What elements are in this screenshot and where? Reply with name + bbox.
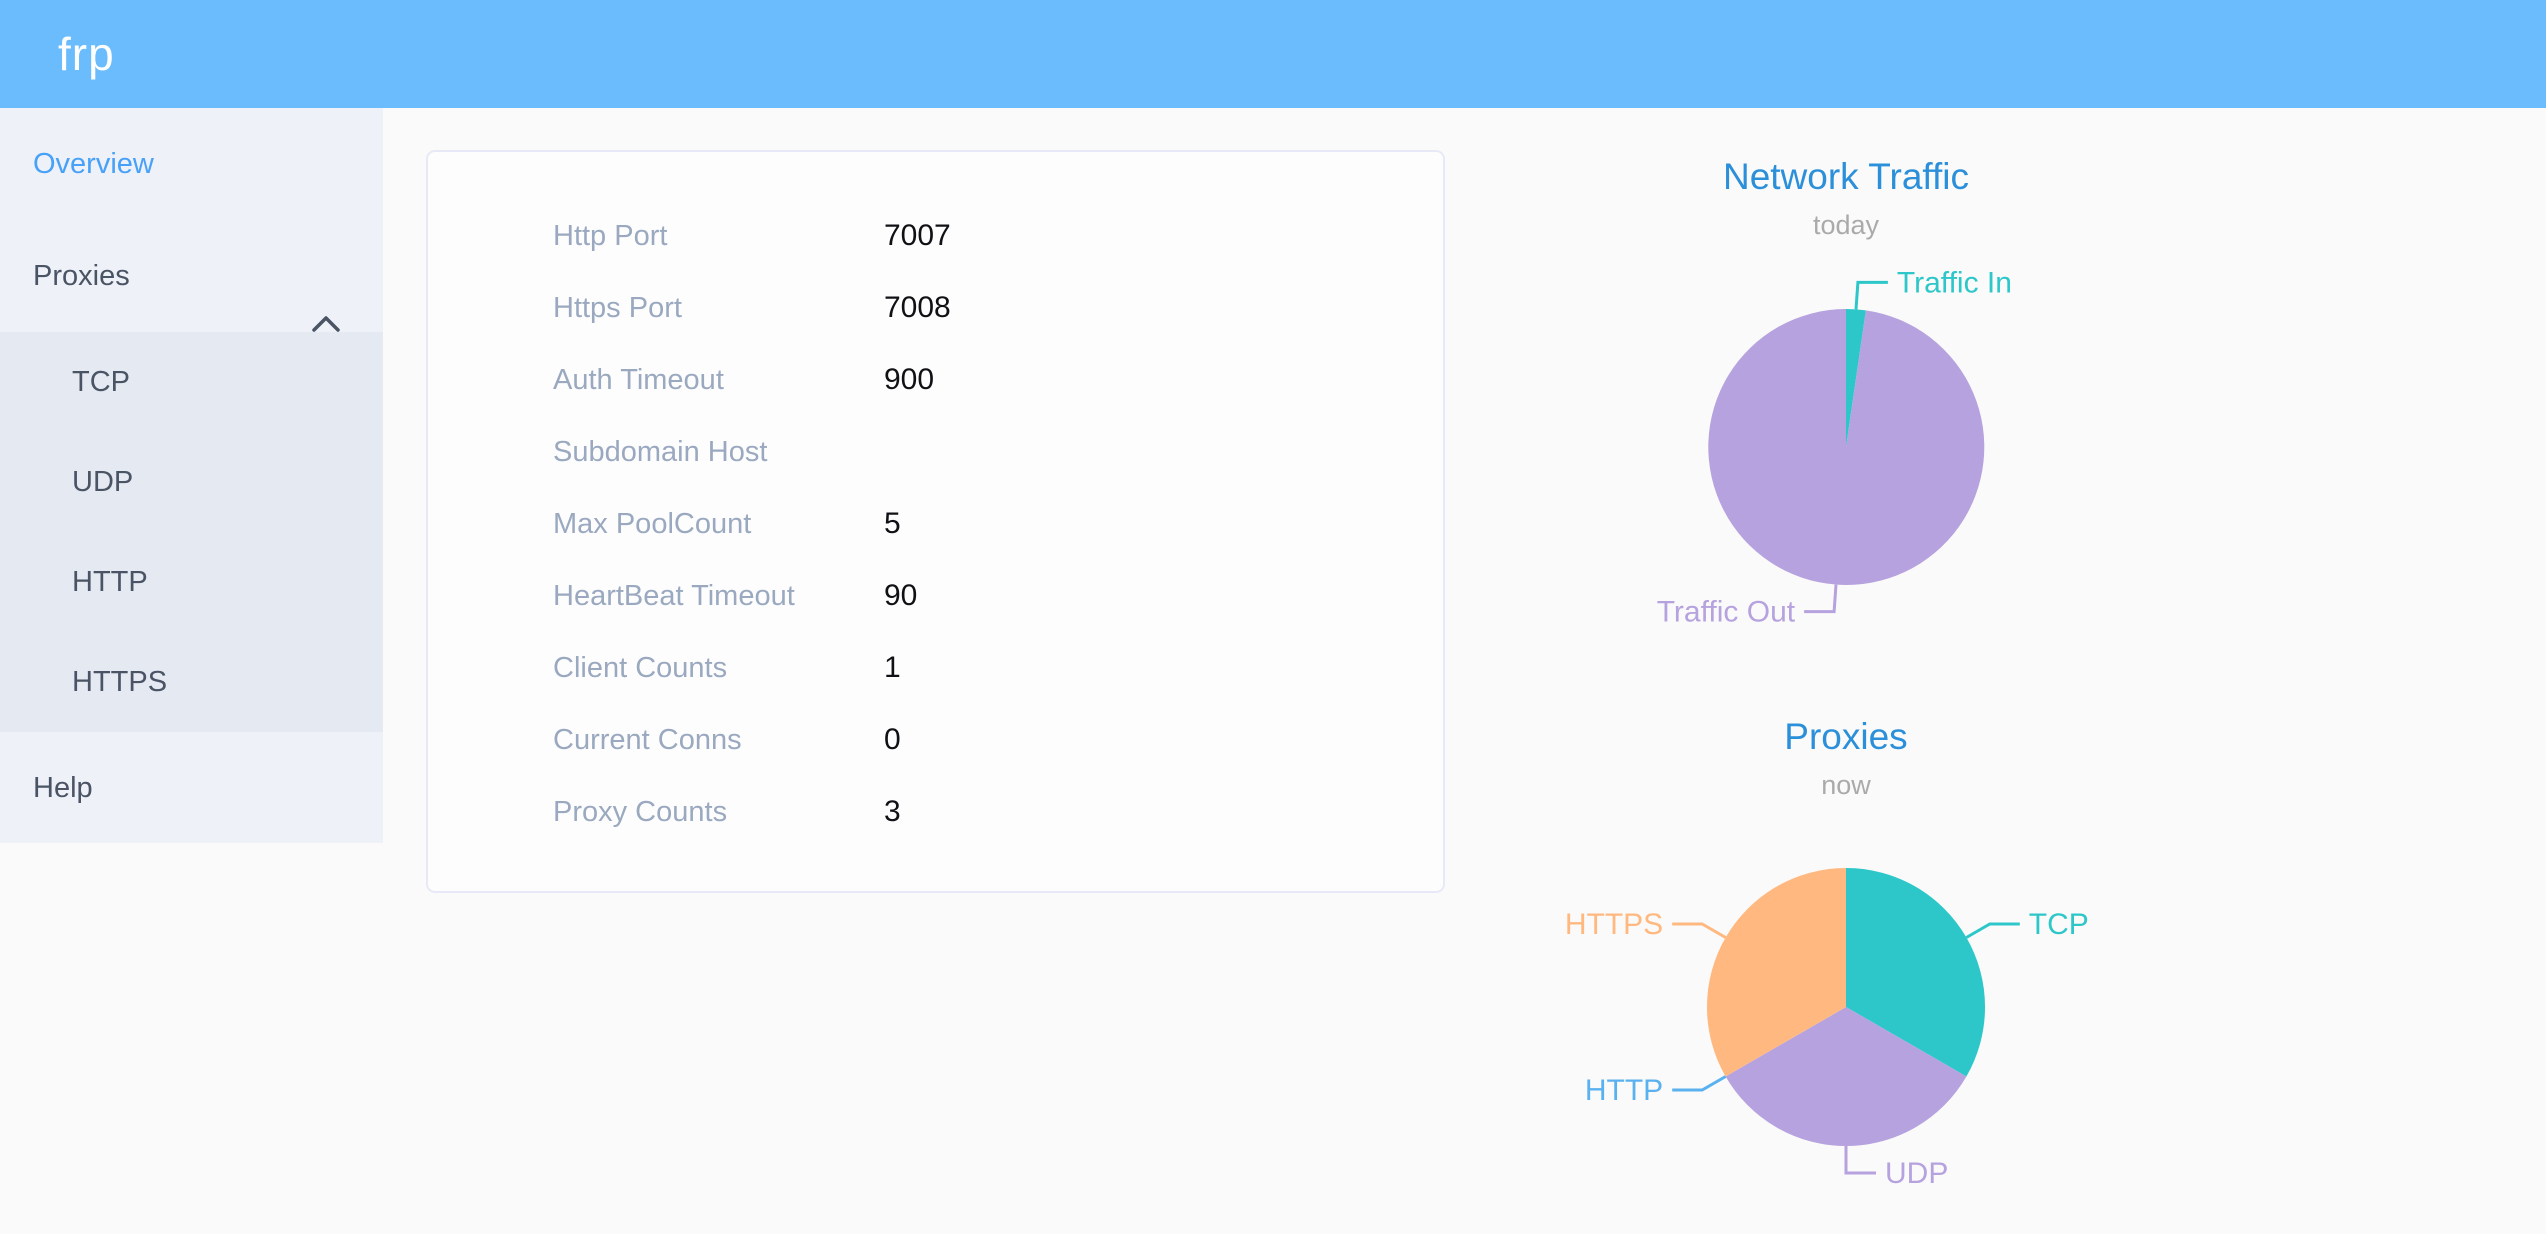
config-value: 0 xyxy=(884,723,901,756)
config-row-subdomain-host: Subdomain Host xyxy=(428,416,1443,488)
sidebar-item-http[interactable]: HTTP xyxy=(0,532,383,632)
config-value: 1 xyxy=(884,651,901,684)
config-label: Max PoolCount xyxy=(553,507,752,540)
proxies-pie: TCP UDP HTTP HTTPS xyxy=(1565,868,2089,1190)
pie-slice-udp[interactable] xyxy=(1725,1007,1967,1147)
config-row-max-poolcount: Max PoolCount 5 xyxy=(428,488,1443,560)
pie-label-udp: UDP xyxy=(1885,1157,1948,1190)
pie-leader-traffic-out xyxy=(1804,584,1838,614)
config-value: 3 xyxy=(884,795,901,828)
sidebar-item-http-label: HTTP xyxy=(72,566,148,598)
sidebar-item-udp-label: UDP xyxy=(72,466,134,498)
app-header: frp xyxy=(0,0,2546,108)
config-value: 5 xyxy=(884,507,901,540)
sidebar-item-tcp[interactable]: TCP xyxy=(0,332,383,432)
sidebar: Overview Proxies TCP UDP HTTP HTTPS Help xyxy=(0,108,383,843)
app-logo: frp xyxy=(58,28,115,80)
config-label: Https Port xyxy=(553,291,682,324)
pie-slice-tcp[interactable] xyxy=(1846,868,1986,1077)
config-value: 7007 xyxy=(884,219,951,252)
chevron-up-icon xyxy=(311,268,341,380)
config-row-current-conns: Current Conns 0 xyxy=(428,704,1443,776)
network-traffic-title: Network Traffic xyxy=(1722,156,1970,197)
proxies-title: Proxies xyxy=(1784,716,1908,757)
pie-slice-traffic-in[interactable] xyxy=(1846,308,1866,447)
sidebar-item-https-label: HTTPS xyxy=(72,666,168,698)
sidebar-item-overview-label: Overview xyxy=(33,148,154,180)
config-row-heartbeat-timeout: HeartBeat Timeout 90 xyxy=(428,560,1443,632)
pie-label-traffic-out: Traffic Out xyxy=(1657,596,1796,629)
pie-slice-https[interactable] xyxy=(1706,868,1846,1077)
config-row-client-counts: Client Counts 1 xyxy=(428,632,1443,704)
config-label: Http Port xyxy=(553,219,668,252)
network-traffic-subtitle: today xyxy=(1812,210,1880,240)
pie-leader-tcp xyxy=(1965,922,2020,939)
pie-label-traffic-in: Traffic In xyxy=(1897,266,2012,299)
config-value: 90 xyxy=(884,579,918,612)
config-label: HeartBeat Timeout xyxy=(553,579,795,612)
network-traffic-chart: Traffic In Traffic Out Network Traffic to… xyxy=(1526,150,2166,670)
config-label: Proxy Counts xyxy=(553,795,728,828)
config-row-proxy-counts: Proxy Counts 3 xyxy=(428,776,1443,848)
sidebar-item-udp[interactable]: UDP xyxy=(0,432,383,532)
config-value: 7008 xyxy=(884,291,951,324)
proxies-chart: TCP UDP HTTP HTTPS Proxies now xyxy=(1526,700,2166,1234)
config-label: Subdomain Host xyxy=(553,435,768,468)
config-row-https-port: Https Port 7008 xyxy=(428,272,1443,344)
sidebar-submenu-proxies: TCP UDP HTTP HTTPS xyxy=(0,332,383,732)
config-value: 900 xyxy=(884,363,935,396)
config-label: Current Conns xyxy=(553,723,742,756)
config-row-auth-timeout: Auth Timeout 900 xyxy=(428,344,1443,416)
sidebar-item-overview[interactable]: Overview xyxy=(0,108,383,220)
pie-leader-http xyxy=(1672,1075,1727,1092)
pie-leader-traffic-in xyxy=(1854,280,1888,310)
pie-label-http: HTTP xyxy=(1585,1074,1663,1107)
network-traffic-pie: Traffic In Traffic Out xyxy=(1657,266,2012,629)
sidebar-item-help-label: Help xyxy=(33,772,93,804)
sidebar-item-proxies[interactable]: Proxies xyxy=(0,220,383,332)
pie-label-https: HTTPS xyxy=(1565,908,1663,941)
sidebar-item-proxies-label: Proxies xyxy=(33,260,130,292)
sidebar-item-tcp-label: TCP xyxy=(72,366,130,398)
sidebar-item-https[interactable]: HTTPS xyxy=(0,632,383,732)
config-row-http-port: Http Port 7007 xyxy=(428,200,1443,272)
pie-label-tcp: TCP xyxy=(2029,908,2089,941)
proxies-subtitle: now xyxy=(1821,770,1871,800)
pie-slice-traffic-out[interactable] xyxy=(1708,309,1985,585)
sidebar-item-help[interactable]: Help xyxy=(0,732,383,844)
config-label: Auth Timeout xyxy=(553,363,724,396)
pie-leader-udp xyxy=(1844,1146,1876,1175)
server-config-card: Http Port 7007 Https Port 7008 Auth Time… xyxy=(426,150,1445,893)
config-label: Client Counts xyxy=(553,651,728,684)
pie-leader-https xyxy=(1672,922,1727,939)
